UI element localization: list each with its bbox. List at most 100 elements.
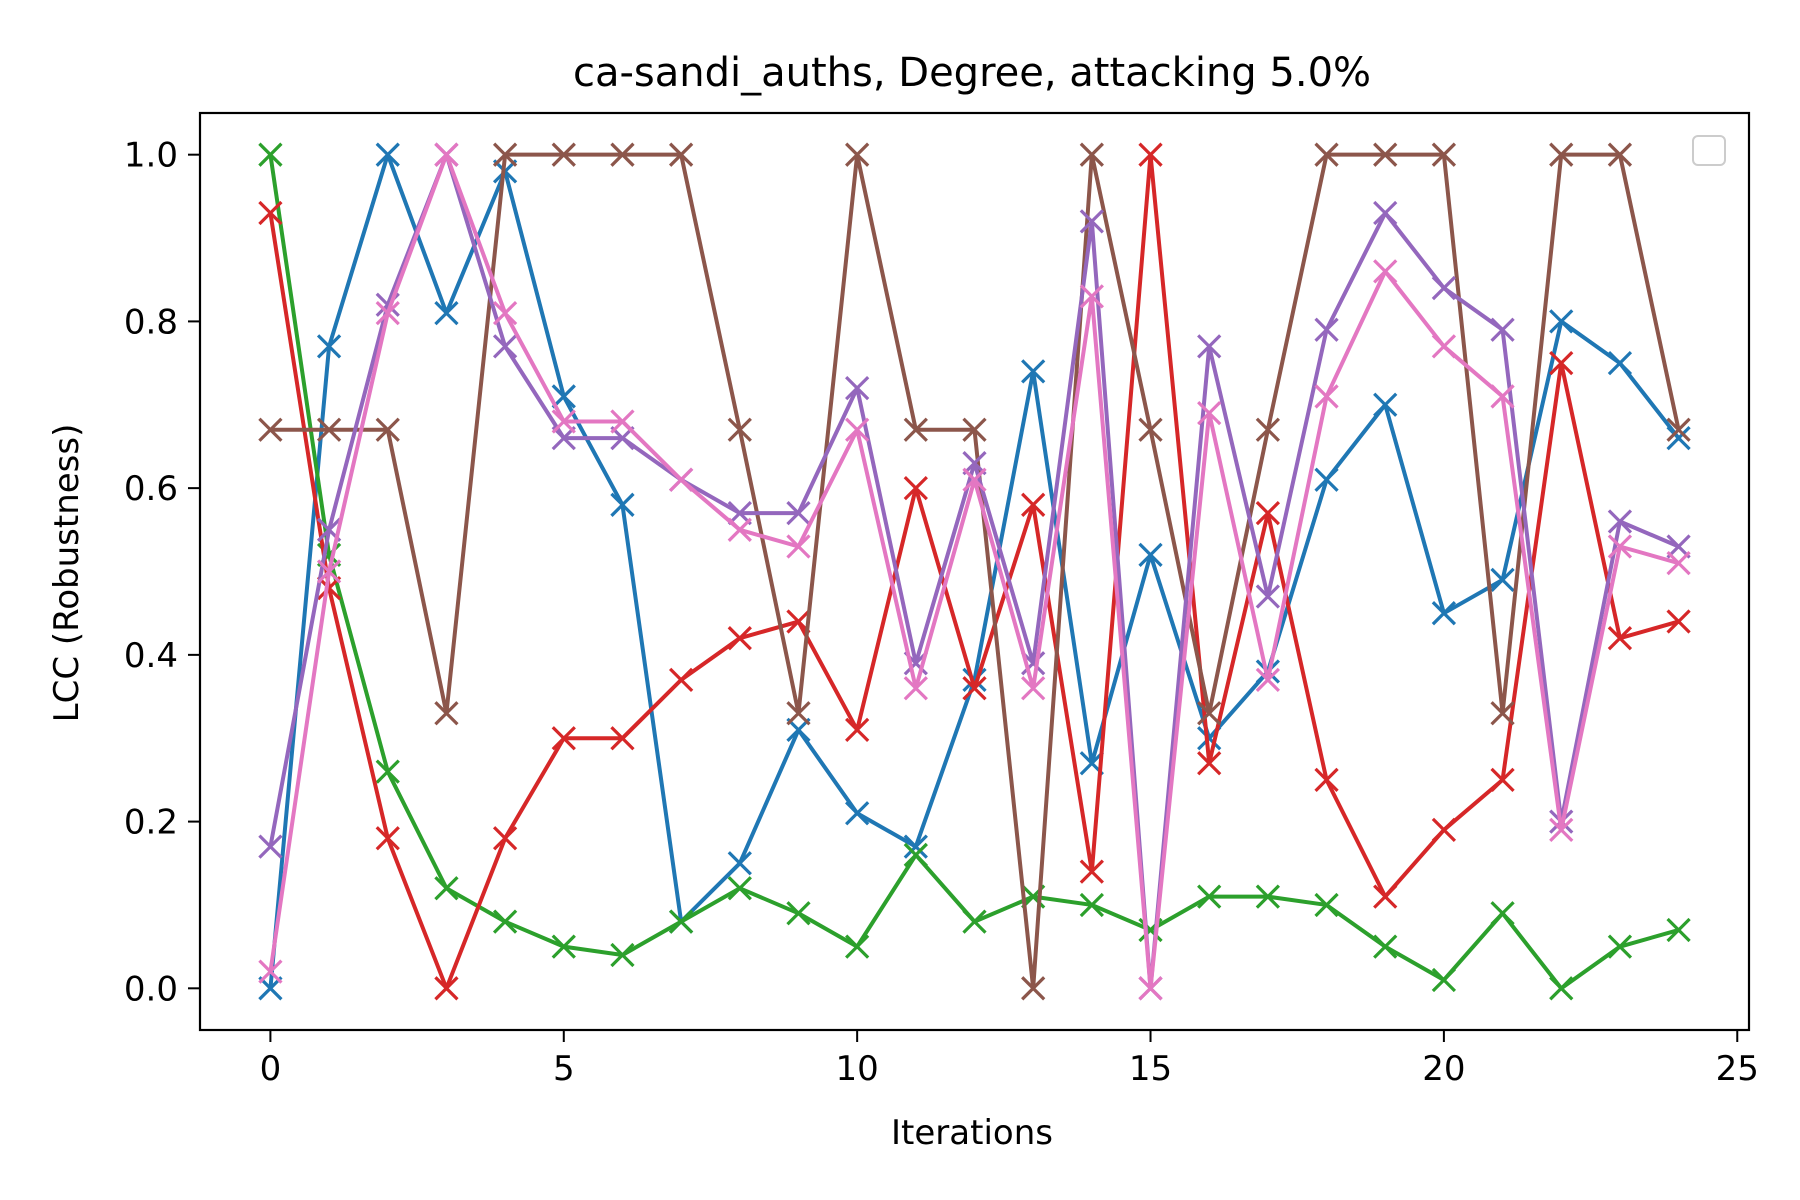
series-2-point <box>1197 884 1222 909</box>
series-4-point <box>1666 417 1691 442</box>
y-tick-label: 0.8 <box>124 302 178 342</box>
series-6-point <box>1549 817 1574 843</box>
series-3-point <box>1431 817 1457 843</box>
series-1-point <box>316 334 342 359</box>
series-3-point <box>903 476 928 501</box>
series-6-point <box>1314 384 1339 409</box>
y-tick-label: 0.6 <box>124 469 178 509</box>
series-5-point <box>1490 317 1515 342</box>
series-4 <box>258 142 1691 1001</box>
x-tick-label: 20 <box>1422 1049 1465 1089</box>
series-6-point <box>1197 400 1222 426</box>
series-2-point <box>1431 967 1457 993</box>
series-3-point <box>668 667 694 693</box>
series-2-point <box>1549 976 1574 1001</box>
series-6-point <box>1021 676 1046 701</box>
x-tick-label: 10 <box>836 1049 879 1089</box>
series-2-point <box>1373 934 1398 959</box>
series-4-point <box>610 142 635 167</box>
series-2-point <box>434 876 459 901</box>
series-1-point <box>1314 467 1339 492</box>
series-4-point <box>1431 142 1457 167</box>
x-tick-label: 5 <box>553 1049 575 1089</box>
legend-box <box>1692 135 1726 166</box>
series-1-point <box>1666 425 1691 451</box>
series-5-point <box>1373 200 1398 226</box>
series-2-point <box>962 909 987 934</box>
series-4-point <box>316 417 342 442</box>
series-3-point <box>1490 767 1515 793</box>
series-6-point <box>434 142 459 167</box>
series-3-point <box>1549 350 1574 376</box>
series-1-point <box>1490 567 1515 592</box>
series-2-point <box>845 934 870 959</box>
series-2-point <box>1607 934 1633 959</box>
series-1-point <box>845 801 870 826</box>
series-6-point <box>668 467 694 492</box>
series-2-point <box>1079 892 1104 918</box>
series-1-point <box>727 851 752 876</box>
series-4-point <box>1138 417 1163 442</box>
series-4-point <box>668 142 694 167</box>
series-4-point <box>1490 701 1515 726</box>
series-4-point <box>845 142 870 167</box>
series-6-point <box>610 409 635 434</box>
series-6-point <box>1431 334 1457 359</box>
series-3-point <box>1079 859 1104 884</box>
series-6-point <box>903 676 928 701</box>
series-4-point <box>492 142 518 167</box>
series-5-point <box>492 334 518 359</box>
series-3-point <box>434 976 459 1001</box>
series-5-point <box>1314 317 1339 342</box>
series-2-point <box>492 909 518 934</box>
series-6-point <box>375 300 400 326</box>
series-1-point <box>1021 359 1046 384</box>
y-tick-label: 0.4 <box>124 636 178 676</box>
series-5-point <box>786 501 811 526</box>
series-2-point <box>1490 901 1515 926</box>
series-3-point <box>551 726 576 751</box>
series-1-point <box>1138 542 1163 567</box>
series-5-point <box>1607 509 1633 534</box>
series-2-point <box>258 142 283 167</box>
axes: 0 5 10 15 20 25 0.0 0.2 0.4 0.6 0.8 1.0 <box>124 111 1759 1089</box>
series-2-point <box>551 934 576 959</box>
x-axis-label: Iterations <box>891 1113 1053 1153</box>
series-3-point <box>492 826 518 851</box>
series-3-point <box>1607 626 1633 651</box>
series-1-point <box>1549 309 1574 334</box>
series-3-point <box>1021 492 1046 517</box>
series-3-point <box>1666 609 1691 634</box>
series-4-point <box>375 417 400 442</box>
series-1-point <box>1431 601 1457 626</box>
series-2-point <box>375 759 400 784</box>
series-4-point <box>1079 142 1104 167</box>
series-6-point <box>551 409 576 434</box>
plot-area <box>258 142 1691 1001</box>
series-4-point <box>903 417 928 442</box>
series-5-point <box>1431 275 1457 301</box>
series-6-point <box>1138 976 1163 1001</box>
axes-frame <box>198 111 1751 1032</box>
series-2-point <box>610 942 635 968</box>
series-1-point <box>375 142 400 167</box>
series-6-point <box>962 467 987 492</box>
series-1-point <box>610 492 635 517</box>
series-4-point <box>1197 701 1222 726</box>
series-4-point <box>727 417 752 442</box>
series-3 <box>258 142 1691 1001</box>
series-3-point <box>962 676 987 701</box>
series-5 <box>258 142 1691 1001</box>
series-2-point <box>727 876 752 901</box>
y-tick-label: 1.0 <box>124 136 178 176</box>
series-6-point <box>727 517 752 542</box>
series-6-point <box>1079 284 1104 309</box>
series-group <box>258 142 1691 1001</box>
chart-title: ca-sandi_auths, Degree, attacking 5.0% <box>573 50 1371 96</box>
series-3-point <box>610 726 635 751</box>
series-2-point <box>1666 917 1691 943</box>
series-3-point <box>1373 884 1398 909</box>
